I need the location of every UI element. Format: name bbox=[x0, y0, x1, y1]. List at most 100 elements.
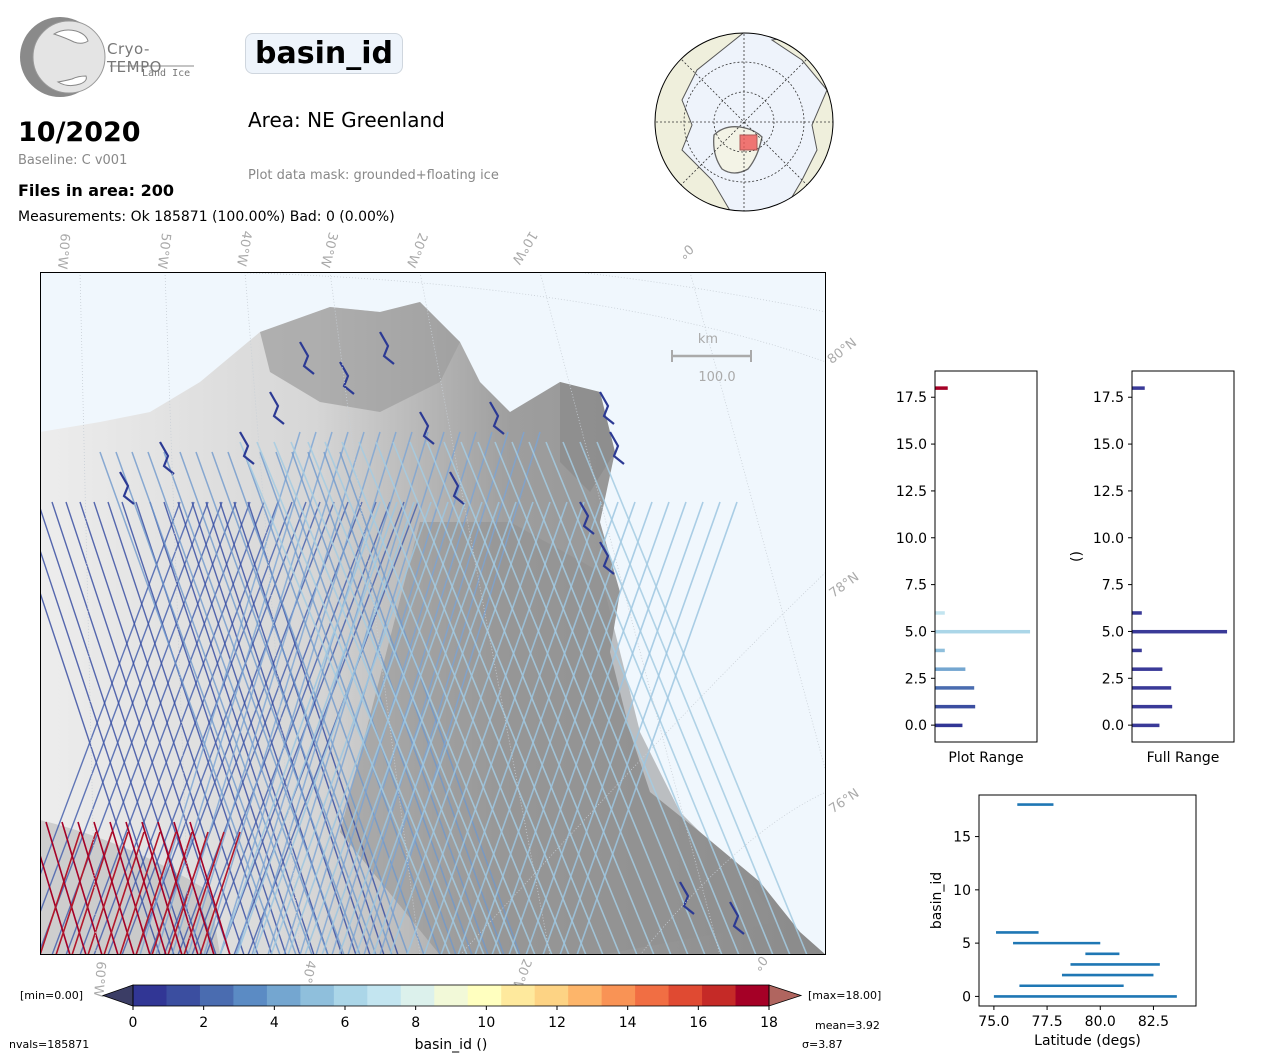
y-tick-label: 10.0 bbox=[1093, 531, 1124, 547]
track-line bbox=[291, 451, 473, 955]
track-line bbox=[253, 501, 415, 955]
inset-polar-map bbox=[654, 32, 834, 212]
track-line bbox=[233, 501, 385, 955]
track-line bbox=[199, 831, 241, 955]
latitude-scatter: 0 5 10 15 75.0 77.5 80.0 82.5 Latitude (degs) bas… bbox=[929, 794, 1197, 1049]
track-line bbox=[147, 451, 329, 955]
histogram-bar bbox=[1132, 386, 1145, 390]
track-line bbox=[372, 501, 534, 955]
lon-label: 10°W bbox=[508, 228, 540, 267]
logo-globe-icon bbox=[20, 17, 194, 97]
plot-frame bbox=[934, 370, 1038, 743]
track-line bbox=[179, 451, 361, 955]
track-line bbox=[491, 501, 653, 955]
track-line bbox=[315, 431, 477, 955]
colorbar-swatch bbox=[434, 985, 469, 1006]
scale-bar: km 100.0 bbox=[671, 332, 752, 385]
logo: Cryo-TEMPO Land Ice bbox=[18, 16, 198, 100]
colorbar-tick-label: 4 bbox=[270, 1015, 279, 1031]
lon-label: 40°W bbox=[232, 229, 254, 268]
track-line bbox=[135, 831, 177, 955]
x-tick-label: 75.0 bbox=[978, 1014, 1009, 1030]
track-line bbox=[219, 431, 381, 955]
track-line bbox=[139, 431, 301, 955]
baseline-label: Baseline: C v001 bbox=[18, 153, 128, 168]
track-line bbox=[195, 451, 377, 955]
track-line bbox=[542, 501, 704, 955]
track-line bbox=[363, 431, 525, 955]
colorbar-swatch bbox=[534, 985, 569, 1006]
colorbar-tick-label: 12 bbox=[548, 1015, 566, 1031]
page-title: basin_id bbox=[245, 33, 403, 74]
track-line bbox=[219, 501, 381, 955]
glacier-speck bbox=[449, 471, 465, 505]
colorbar-swatch bbox=[133, 985, 167, 1006]
y-tick-label: 12.5 bbox=[896, 484, 927, 500]
colorbar-max-label: [max=18.00] bbox=[808, 989, 881, 1002]
lon-label-bottom: 0° bbox=[749, 952, 770, 974]
lon-label: 20°W bbox=[402, 230, 430, 270]
track-line bbox=[275, 451, 457, 955]
track-line bbox=[321, 501, 483, 955]
y-tick-label: 7.5 bbox=[905, 578, 927, 594]
colorbar-swatch bbox=[668, 985, 703, 1006]
track-line bbox=[40, 548, 175, 955]
track-line bbox=[423, 501, 585, 955]
y-axis-label: () bbox=[1069, 551, 1085, 562]
track-line bbox=[93, 501, 265, 955]
track-line bbox=[189, 821, 231, 955]
track-line bbox=[40, 831, 81, 955]
track-line bbox=[87, 831, 129, 955]
y-tick-label: 15.0 bbox=[1093, 437, 1124, 453]
glacier-speck bbox=[579, 501, 595, 535]
x-axis-label: Plot Range bbox=[948, 750, 1023, 765]
y-tick-label: 10 bbox=[953, 883, 971, 899]
main-map: km 100.0 bbox=[40, 272, 826, 955]
y-tick-label: 0.0 bbox=[905, 718, 927, 734]
track-line bbox=[40, 501, 195, 915]
colorbar-swatch bbox=[735, 985, 770, 1006]
lat-label: 76°N bbox=[826, 786, 863, 817]
track-line bbox=[135, 501, 307, 955]
track-line bbox=[270, 501, 432, 955]
lat-label: 80°N bbox=[824, 335, 860, 368]
colorbar-tick-label: 18 bbox=[760, 1015, 778, 1031]
nvals-label: nvals=185871 bbox=[9, 1038, 90, 1051]
glacier-speck bbox=[419, 411, 435, 445]
lon-label: 0° bbox=[675, 240, 696, 262]
y-tick-label: 12.5 bbox=[1093, 484, 1124, 500]
glacier-speck bbox=[599, 541, 615, 575]
track-line bbox=[40, 590, 161, 955]
track-line bbox=[243, 451, 425, 955]
colorbar-tick-label: 8 bbox=[411, 1015, 420, 1031]
colorbar-swatch bbox=[400, 985, 435, 1006]
colorbar-over-triangle bbox=[768, 984, 803, 1007]
y-tick-label: 2.5 bbox=[905, 671, 927, 687]
track-line bbox=[304, 501, 466, 955]
mean-label: mean=3.92 bbox=[815, 1019, 880, 1032]
measurements-label: Measurements: Ok 185871 (100.00%) Bad: 0… bbox=[18, 209, 395, 225]
track-line bbox=[287, 501, 449, 955]
track-line bbox=[163, 451, 345, 955]
track-line bbox=[355, 501, 517, 955]
track-line bbox=[406, 501, 568, 955]
colorbar-swatch bbox=[568, 985, 603, 1006]
glacier-speck bbox=[729, 901, 745, 935]
colorbar-tick-label: 6 bbox=[341, 1015, 350, 1031]
glacier-speck bbox=[339, 361, 355, 395]
track-line bbox=[107, 501, 279, 955]
glacier-speck bbox=[119, 471, 135, 505]
track-line bbox=[440, 501, 602, 955]
track-line bbox=[183, 831, 225, 955]
colorbar-min-label: [min=0.00] bbox=[20, 989, 83, 1002]
glacier-speck bbox=[599, 391, 615, 425]
track-line bbox=[40, 501, 209, 952]
colorbar-swatch bbox=[467, 985, 502, 1006]
colorbar-swatch bbox=[199, 985, 234, 1006]
glacier-speck bbox=[269, 391, 285, 425]
colorbar-tick-label: 10 bbox=[477, 1015, 495, 1031]
y-tick-label: 7.5 bbox=[1102, 578, 1124, 594]
lat-label: 78°N bbox=[826, 569, 863, 602]
y-tick-label: 17.5 bbox=[1093, 390, 1124, 406]
colorbar-swatch bbox=[233, 985, 268, 1006]
